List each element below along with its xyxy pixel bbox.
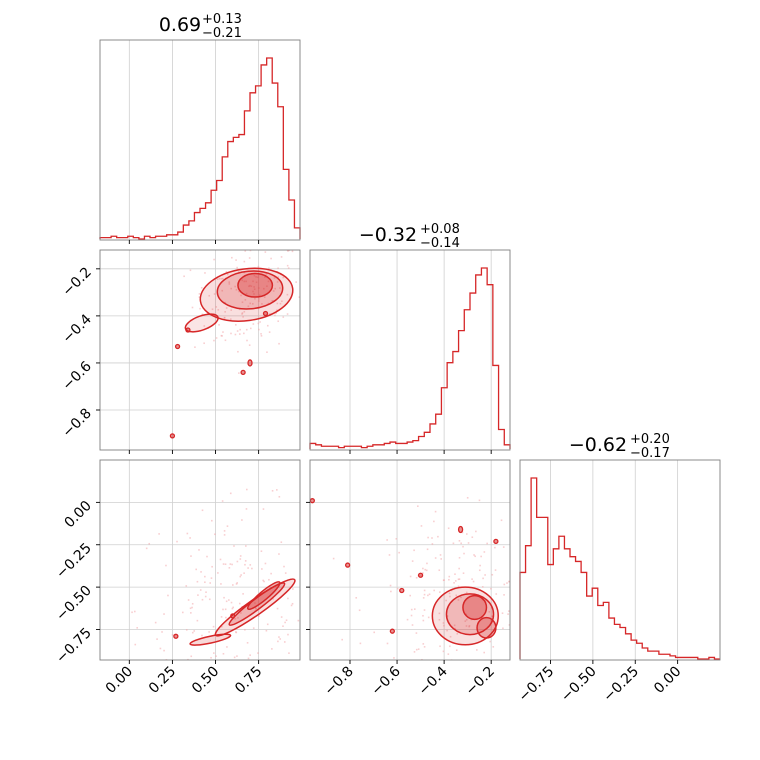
x-tick-label-0-2: 0.50: [189, 664, 222, 697]
histogram-2: [519, 477, 720, 660]
title-1-upper: +0.08: [420, 222, 460, 237]
y-tick-label-2-1: −0.50: [53, 583, 95, 625]
y-tick-label-2-3: 0.00: [61, 498, 94, 531]
x-tick-label-0-1: 0.25: [146, 664, 179, 697]
y-tick-label-2-0: −0.75: [53, 625, 95, 667]
x-tick-label-0-0: 0.00: [103, 664, 136, 697]
title-0-value: 0.69: [159, 14, 201, 36]
x-tick-label-1-2: −0.4: [416, 663, 451, 698]
x-tick-label-2-1: −0.50: [558, 664, 600, 706]
histogram-1: [309, 267, 511, 449]
title-2: −0.62 +0.20 −0.17: [569, 432, 670, 461]
title-0-upper: +0.13: [202, 12, 242, 27]
scatter-points-2-0: [131, 488, 300, 660]
hist-panel-0: [99, 39, 301, 244]
y-tick-label-1-1: −0.6: [59, 358, 94, 393]
title-2-upper: +0.20: [630, 432, 670, 447]
contours-2-1: [310, 498, 499, 646]
x-tick-label-0-3: 0.75: [232, 664, 265, 697]
title-0: 0.69 +0.13 −0.21: [159, 12, 242, 41]
title-1-value: −0.32: [359, 224, 417, 246]
contours-1-0: [169, 267, 294, 439]
contours-2-0: [173, 578, 296, 646]
hist-panel-2: −0.75 −0.50 −0.25 0.00: [516, 459, 721, 706]
x-tick-label-1-0: −0.8: [321, 664, 356, 699]
histogram-0: [99, 57, 301, 240]
scatter-panel-2-1: −0.8 −0.6 −0.4 −0.2: [306, 459, 511, 699]
y-tick-label-1-2: −0.4: [59, 311, 94, 346]
title-2-lower: −0.17: [630, 446, 670, 461]
title-0-lower: −0.21: [202, 26, 242, 41]
x-tick-label-2-3: 0.00: [651, 664, 684, 697]
title-1: −0.32 +0.08 −0.14: [359, 222, 460, 251]
y-tick-label-2-2: −0.25: [53, 540, 95, 582]
x-tick-label-2-2: −0.25: [600, 664, 642, 706]
x-tick-label-1-3: −0.2: [463, 664, 498, 699]
x-tick-label-2-0: −0.75: [516, 664, 558, 706]
y-tick-label-1-3: −0.2: [59, 264, 94, 299]
y-tick-label-1-0: −0.8: [59, 406, 94, 441]
hist-panel-1: [309, 249, 511, 454]
x-tick-label-1-1: −0.6: [369, 663, 404, 698]
scatter-panel-1-0: −0.8 −0.6 −0.4 −0.2: [59, 249, 301, 454]
title-1-lower: −0.14: [420, 236, 460, 251]
title-2-value: −0.62: [569, 434, 627, 456]
